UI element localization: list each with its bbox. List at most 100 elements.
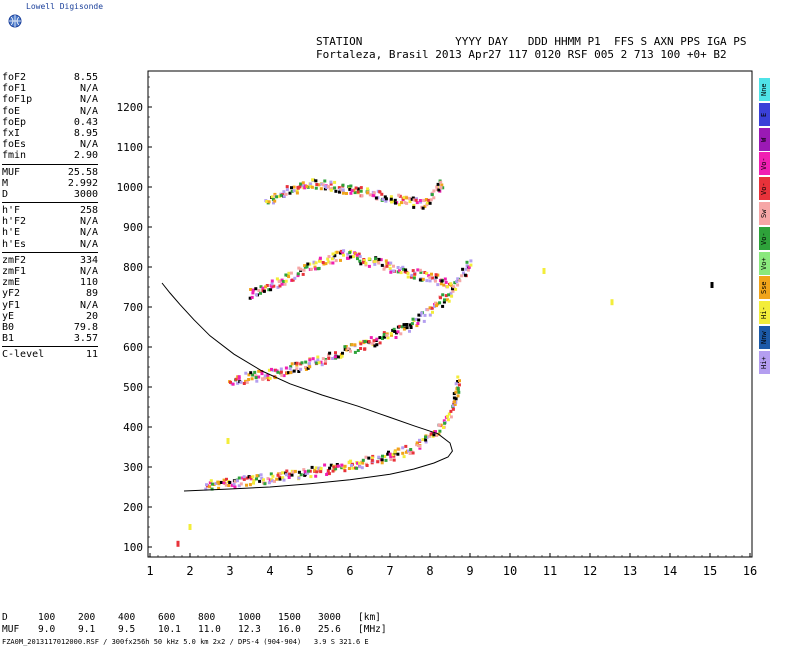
echo-point (224, 483, 228, 487)
echo-point (228, 481, 232, 484)
echo-point (412, 198, 416, 202)
echo-point (281, 476, 285, 480)
echo-point (343, 464, 347, 468)
param-name: foEp (2, 116, 27, 128)
echo-point (382, 331, 386, 335)
echo-point (276, 473, 280, 477)
echo-point (400, 201, 403, 205)
echo-point (295, 363, 299, 367)
echo-point (358, 461, 361, 465)
echo-point (234, 377, 238, 381)
echo-point (363, 340, 367, 343)
echo-point (412, 276, 416, 280)
echo-point (405, 196, 409, 200)
echo-point (300, 361, 304, 365)
echo-point (421, 206, 425, 210)
echo-point (349, 459, 353, 463)
echo-point (406, 271, 410, 275)
echo-point (415, 324, 419, 328)
echo-point (458, 279, 462, 283)
echo-point (383, 335, 387, 339)
param-row: h'E N/A (2, 227, 98, 238)
echo-point (456, 380, 460, 383)
echo-point (373, 262, 377, 266)
param-value: N/A (79, 83, 98, 95)
echo-point (267, 200, 271, 204)
echo-point (465, 264, 469, 268)
axis-ticks: 1 2 3 4 5 6 7 8 9 10 11 12 13 14 15 1610020030040050060… (117, 76, 757, 578)
legend-swatch: Vo- (759, 177, 770, 201)
echo-point (307, 469, 310, 473)
echo-point (432, 433, 436, 437)
echo-point (380, 461, 384, 465)
echo-point (350, 464, 353, 467)
echo-point (415, 443, 419, 447)
param-value: N/A (79, 238, 98, 250)
param-name: MUF (2, 166, 21, 178)
x-tick-label: 14 (663, 564, 677, 578)
echo-point (389, 458, 393, 461)
echo-point (230, 483, 234, 487)
echo-point (401, 446, 405, 450)
echo-point (282, 478, 286, 482)
echo-point (401, 451, 405, 455)
x-tick-label: 11 (543, 564, 557, 578)
echo-point (317, 183, 321, 187)
param-name: zmF2 (2, 254, 27, 266)
echo-point (252, 478, 256, 482)
echo-point (351, 466, 355, 470)
echo-point (263, 374, 267, 378)
echo-point (267, 368, 271, 372)
echo-point (281, 280, 285, 283)
echo-point (330, 257, 334, 261)
param-row: h'F 258 (2, 205, 98, 216)
echo-point (353, 252, 357, 256)
param-row: zmF2 334 (2, 255, 98, 266)
echo-point (250, 295, 254, 299)
echo-point (370, 458, 374, 462)
echo-point (332, 465, 336, 469)
echo-point (359, 186, 363, 190)
param-row: B0 79.8 (2, 322, 98, 333)
muf-cell: 16.0 (278, 624, 301, 635)
echo-point (449, 415, 453, 419)
echo-point (358, 465, 362, 469)
echo-point (297, 476, 301, 480)
echo-point (346, 252, 350, 256)
echo-point (308, 358, 312, 362)
echo-point (284, 279, 288, 283)
echo-point (456, 389, 460, 393)
echo-point (334, 351, 337, 355)
legend-swatch: Hi- (759, 301, 770, 325)
echo-point (432, 196, 436, 200)
echo-point (415, 441, 419, 445)
echo-point (438, 429, 442, 433)
echo-point (392, 269, 396, 273)
param-row: MUF 25.58 (2, 167, 98, 178)
echo-point (327, 260, 331, 264)
echo-point (453, 400, 456, 404)
echo-point (323, 179, 327, 183)
echo-point (372, 194, 376, 198)
echo-point (374, 257, 377, 261)
x-tick-label: 8 (426, 564, 433, 578)
echo-point (292, 189, 296, 193)
echo-point (364, 261, 368, 265)
echo-point (309, 475, 313, 479)
echo-point (265, 284, 269, 287)
param-row: zmE 110 (2, 277, 98, 288)
echo-point (359, 342, 363, 346)
echo-point (381, 337, 384, 340)
isolated-echo (542, 268, 546, 274)
echo-point (242, 382, 246, 385)
distance-cell: 800 (198, 612, 216, 623)
param-row: M 2.992 (2, 178, 98, 189)
echo-point (364, 263, 368, 267)
echo-point (342, 249, 346, 253)
echo-point (314, 466, 318, 470)
echo-point (398, 269, 401, 273)
param-value: N/A (79, 227, 98, 239)
echo-point (279, 193, 283, 197)
echo-point (362, 259, 366, 263)
echo-point (325, 186, 329, 190)
